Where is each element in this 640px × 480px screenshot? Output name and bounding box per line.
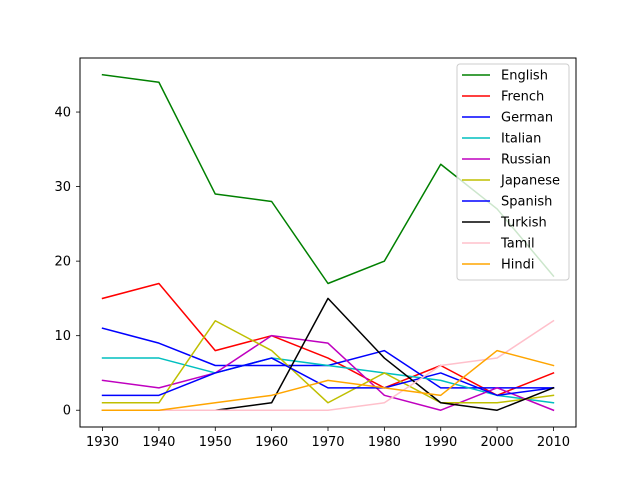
- legend-label-tamil: Tamil: [500, 237, 535, 252]
- legend-label-hindi: Hindi: [501, 258, 535, 273]
- series-line-japanese: [101, 320, 555, 404]
- x-tick-label: 1990: [424, 435, 457, 450]
- y-tick-label: 30: [54, 180, 71, 195]
- series-line-spanish: [101, 357, 555, 397]
- legend-label-spanish: Spanish: [501, 195, 552, 210]
- legend-label-english: English: [501, 69, 548, 84]
- y-tick-label: 0: [63, 404, 71, 419]
- x-tick-label: 1930: [86, 435, 119, 450]
- legend-label-japanese: Japanese: [500, 174, 560, 189]
- y-tick-label: 40: [54, 106, 71, 121]
- series-line-italian: [101, 357, 555, 404]
- x-tick-label: 1970: [311, 435, 344, 450]
- x-tick-label: 2010: [537, 435, 570, 450]
- axes: 1930 1940 1950 1960 1970 1980 1990 2000 2010 0 10 2…: [54, 106, 570, 450]
- x-tick-label: 2000: [481, 435, 514, 450]
- x-tick-label: 1950: [199, 435, 232, 450]
- legend-box: [456, 63, 570, 281]
- legend-label-russian: Russian: [501, 153, 551, 168]
- x-tick-label: 1960: [255, 435, 288, 450]
- series-line-tamil: [101, 319, 555, 411]
- series-line-russian: [101, 334, 555, 412]
- y-tick-label: 10: [54, 329, 71, 344]
- y-tick-label: 20: [54, 255, 71, 270]
- legend: English French German Italian Russian Japanes…: [456, 63, 570, 281]
- series-line-hindi: [101, 349, 555, 411]
- legend-label-german: German: [501, 111, 553, 126]
- legend-label-italian: Italian: [501, 132, 541, 147]
- legend-label-french: French: [501, 90, 544, 105]
- legend-label-turkish: Turkish: [500, 216, 547, 231]
- series-line-french: [101, 282, 555, 397]
- x-tick-label: 1980: [368, 435, 401, 450]
- x-tick-label: 1940: [142, 435, 175, 450]
- series-layer: [101, 73, 555, 412]
